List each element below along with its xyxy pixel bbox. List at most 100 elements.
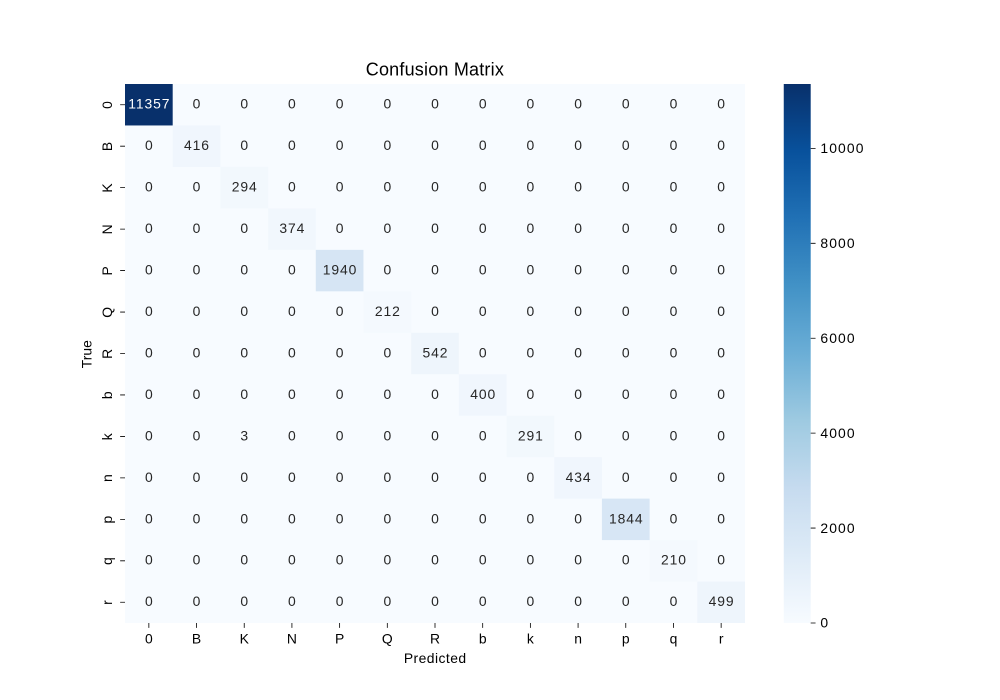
svg-text:0: 0 — [145, 137, 153, 153]
svg-text:0: 0 — [288, 386, 296, 402]
svg-text:0: 0 — [479, 593, 487, 609]
svg-text:0: 0 — [383, 179, 391, 195]
svg-text:r: r — [99, 600, 115, 605]
svg-text:0: 0 — [240, 552, 248, 568]
svg-text:0: 0 — [288, 593, 296, 609]
svg-text:Predicted: Predicted — [404, 650, 467, 666]
svg-text:0: 0 — [336, 469, 344, 485]
svg-text:0: 0 — [383, 552, 391, 568]
svg-text:n: n — [574, 631, 582, 647]
svg-text:n: n — [99, 474, 115, 482]
svg-text:0: 0 — [479, 344, 487, 360]
svg-text:0: 0 — [622, 261, 630, 277]
svg-text:0: 0 — [670, 179, 678, 195]
svg-text:K: K — [99, 183, 115, 193]
svg-text:0: 0 — [717, 261, 725, 277]
svg-text:0: 0 — [431, 303, 439, 319]
svg-text:R: R — [99, 349, 115, 359]
svg-text:0: 0 — [145, 344, 153, 360]
svg-text:0: 0 — [574, 96, 582, 112]
svg-text:N: N — [287, 631, 297, 647]
svg-text:0: 0 — [145, 220, 153, 236]
svg-text:0: 0 — [383, 261, 391, 277]
svg-text:0: 0 — [145, 386, 153, 402]
svg-text:0: 0 — [145, 427, 153, 443]
svg-text:0: 0 — [479, 552, 487, 568]
svg-text:0: 0 — [383, 386, 391, 402]
svg-text:0: 0 — [431, 220, 439, 236]
svg-text:212: 212 — [375, 303, 401, 319]
svg-text:0: 0 — [479, 179, 487, 195]
svg-text:K: K — [240, 631, 250, 647]
svg-text:0: 0 — [479, 303, 487, 319]
svg-text:q: q — [99, 557, 115, 565]
svg-text:0: 0 — [574, 593, 582, 609]
svg-text:0: 0 — [336, 552, 344, 568]
svg-text:Q: Q — [99, 307, 115, 318]
svg-text:1844: 1844 — [609, 510, 644, 526]
svg-text:0: 0 — [622, 96, 630, 112]
svg-text:434: 434 — [566, 469, 592, 485]
svg-text:0: 0 — [574, 137, 582, 153]
svg-text:0: 0 — [574, 220, 582, 236]
svg-text:0: 0 — [193, 344, 201, 360]
svg-text:0: 0 — [336, 179, 344, 195]
svg-text:0: 0 — [99, 101, 115, 109]
svg-text:0: 0 — [574, 179, 582, 195]
svg-text:400: 400 — [470, 386, 496, 402]
svg-text:4000: 4000 — [820, 425, 855, 441]
svg-text:0: 0 — [145, 261, 153, 277]
svg-text:0: 0 — [717, 344, 725, 360]
svg-text:0: 0 — [240, 469, 248, 485]
svg-text:0: 0 — [574, 552, 582, 568]
svg-text:0: 0 — [622, 303, 630, 319]
svg-text:374: 374 — [279, 220, 305, 236]
svg-text:0: 0 — [288, 179, 296, 195]
svg-text:0: 0 — [670, 593, 678, 609]
svg-text:0: 0 — [574, 303, 582, 319]
svg-text:0: 0 — [479, 261, 487, 277]
svg-text:0: 0 — [479, 220, 487, 236]
svg-text:0: 0 — [717, 137, 725, 153]
svg-text:0: 0 — [336, 220, 344, 236]
svg-text:0: 0 — [240, 386, 248, 402]
svg-text:0: 0 — [479, 427, 487, 443]
svg-text:0: 0 — [193, 510, 201, 526]
svg-text:0: 0 — [240, 510, 248, 526]
svg-text:0: 0 — [288, 344, 296, 360]
svg-text:0: 0 — [145, 510, 153, 526]
svg-text:0: 0 — [622, 552, 630, 568]
svg-text:0: 0 — [622, 179, 630, 195]
svg-text:0: 0 — [527, 179, 535, 195]
svg-text:0: 0 — [336, 593, 344, 609]
svg-text:0: 0 — [193, 593, 201, 609]
svg-text:0: 0 — [288, 96, 296, 112]
svg-text:0: 0 — [193, 386, 201, 402]
svg-text:0: 0 — [670, 344, 678, 360]
svg-text:0: 0 — [820, 615, 829, 631]
svg-text:0: 0 — [431, 137, 439, 153]
svg-text:0: 0 — [670, 386, 678, 402]
svg-text:0: 0 — [145, 631, 153, 647]
svg-text:10000: 10000 — [820, 140, 864, 156]
svg-text:0: 0 — [383, 344, 391, 360]
svg-text:0: 0 — [622, 593, 630, 609]
svg-text:6000: 6000 — [820, 330, 855, 346]
svg-text:0: 0 — [431, 179, 439, 195]
svg-text:0: 0 — [670, 220, 678, 236]
svg-text:0: 0 — [240, 96, 248, 112]
svg-text:0: 0 — [622, 344, 630, 360]
svg-text:0: 0 — [336, 303, 344, 319]
svg-text:b: b — [99, 391, 115, 399]
svg-text:0: 0 — [383, 96, 391, 112]
svg-text:0: 0 — [527, 469, 535, 485]
svg-text:0: 0 — [670, 261, 678, 277]
svg-text:0: 0 — [479, 469, 487, 485]
svg-text:0: 0 — [431, 427, 439, 443]
svg-text:0: 0 — [431, 593, 439, 609]
svg-text:8000: 8000 — [820, 235, 855, 251]
svg-text:0: 0 — [193, 96, 201, 112]
svg-text:0: 0 — [574, 261, 582, 277]
svg-text:0: 0 — [431, 261, 439, 277]
svg-text:0: 0 — [431, 469, 439, 485]
